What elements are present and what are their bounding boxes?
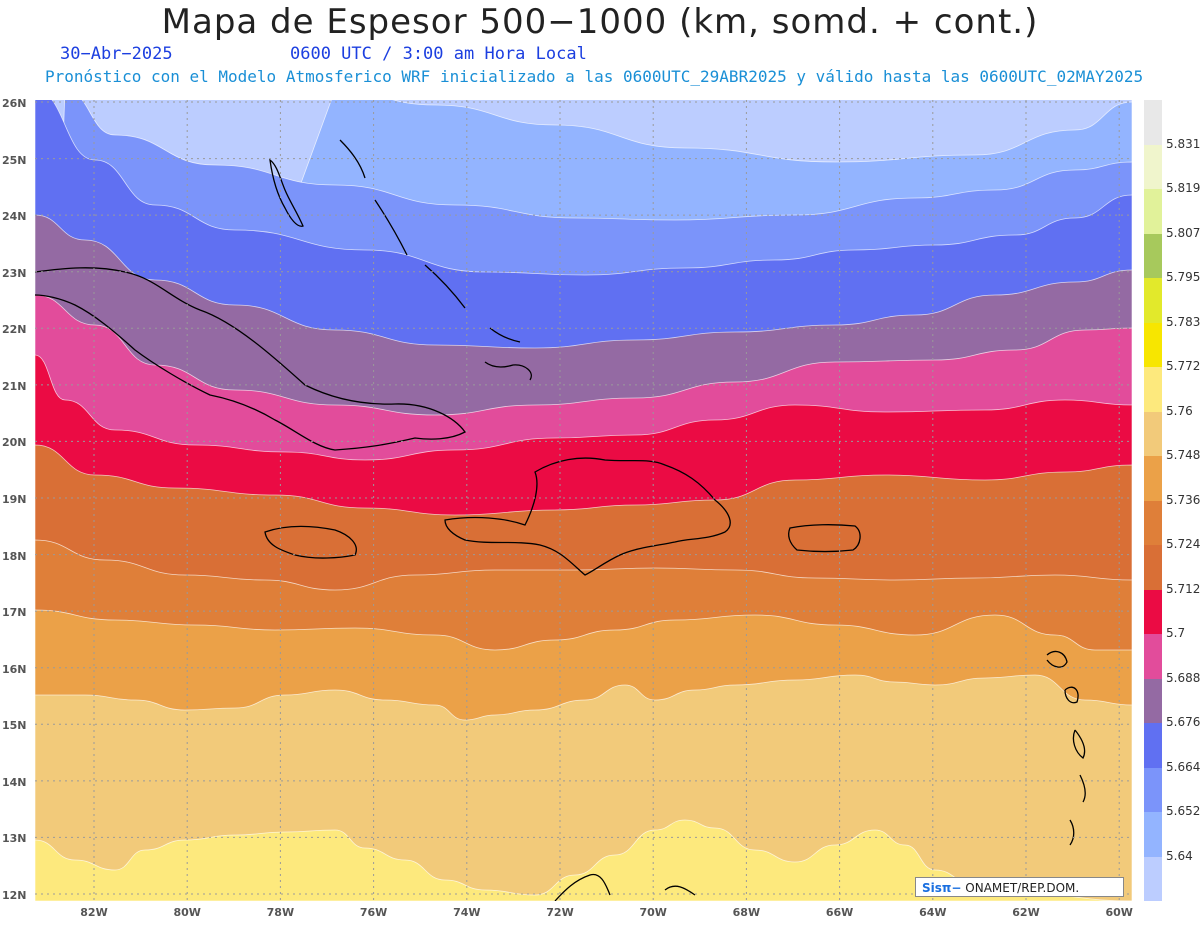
colorbar-label: 5.736 <box>1166 492 1200 507</box>
lat-label: 26N <box>2 97 27 110</box>
lat-label: 21N <box>2 379 27 393</box>
lon-label: 78W <box>266 906 295 919</box>
colorbar-label: 5.831 <box>1166 136 1200 151</box>
lat-label: 23N <box>2 266 27 280</box>
colorbar-swatch <box>1144 589 1162 634</box>
colorbar-swatch <box>1144 189 1162 234</box>
lon-label: 70W <box>639 906 667 919</box>
credit-text: ONAMET/REP.DOM. <box>965 881 1080 895</box>
colorbar-label: 5.688 <box>1166 670 1200 685</box>
colorbar-label: 5.64 <box>1166 848 1193 863</box>
lat-label: 22N <box>2 323 27 337</box>
colorbar-swatch <box>1144 856 1162 901</box>
lon-label: 62W <box>1012 906 1040 919</box>
colorbar-label: 5.795 <box>1166 270 1200 284</box>
puerto-rico-coastline <box>788 524 861 553</box>
colorbar-label: 5.712 <box>1166 581 1200 596</box>
lat-label: 19N <box>2 493 27 506</box>
colorbar-swatch <box>1144 411 1162 456</box>
forecast-time: 0600 UTC / 3:00 am Hora Local <box>290 44 587 64</box>
colorbar-label: 5.76 <box>1166 403 1193 418</box>
lon-label: 60W <box>1105 906 1133 919</box>
colorbar-swatch <box>1144 812 1162 857</box>
credit-box: Sisπ− ONAMET/REP.DOM. <box>915 877 1124 897</box>
thickness-contour-bands <box>35 100 1132 901</box>
colorbar-swatch <box>1144 322 1162 367</box>
turks-caicos-coastline <box>484 361 532 381</box>
lat-label: 17N <box>2 606 27 620</box>
map-canvas <box>35 100 1132 901</box>
colorbar-swatch <box>1144 767 1162 812</box>
lat-label: 24N <box>2 210 27 224</box>
south-america-coastline <box>554 873 696 901</box>
lat-label: 15N <box>2 719 27 733</box>
colorbar-label: 5.676 <box>1166 715 1200 729</box>
colorbar-swatch <box>1144 100 1162 145</box>
colorbar-label: 5.819 <box>1166 181 1200 195</box>
colorbar-swatch <box>1144 233 1162 278</box>
colorbar-swatch <box>1144 634 1162 679</box>
lon-label: 76W <box>359 906 388 919</box>
cuba-coastline <box>35 267 466 451</box>
lon-label: 72W <box>546 906 574 919</box>
colorbar <box>1144 100 1162 901</box>
coastlines <box>35 139 1086 901</box>
colorbar-label: 5.7 <box>1166 626 1186 640</box>
colorbar-label: 5.807 <box>1166 225 1200 240</box>
forecast-date: 30−Abr−2025 <box>60 44 173 64</box>
lat-label: 25N <box>2 153 27 167</box>
colorbar-swatch <box>1144 144 1162 189</box>
colorbar-swatch <box>1144 456 1162 501</box>
colorbar-swatch <box>1144 678 1162 723</box>
lat-label: 12N <box>2 889 27 902</box>
lon-label: 64W <box>919 906 947 919</box>
jamaica-coastline <box>264 525 357 559</box>
graticule <box>35 100 1132 901</box>
colorbar-label: 5.724 <box>1166 537 1200 551</box>
map-title: Mapa de Espesor 500−1000 (km, somd. + co… <box>161 2 1039 42</box>
thickness-map <box>35 100 1132 901</box>
colorbar-swatch <box>1144 545 1162 590</box>
lon-label: 74W <box>453 906 481 919</box>
lat-label: 14N <box>2 775 27 789</box>
lat-label: 16N <box>2 662 27 676</box>
lon-label: 80W <box>173 906 201 919</box>
lon-label: 68W <box>732 906 761 919</box>
andros-island-coastline <box>269 158 304 227</box>
forecast-subtitle: Pronóstico con el Modelo Atmosferico WRF… <box>45 67 1144 86</box>
colorbar-label: 5.748 <box>1166 448 1200 462</box>
colorbar-swatch <box>1144 367 1162 412</box>
lat-label: 13N <box>2 832 27 846</box>
credit-logo: Sisπ− <box>922 881 962 895</box>
lat-label: 20N <box>2 436 27 450</box>
colorbar-swatch <box>1144 500 1162 545</box>
lesser-antilles-coastline <box>1046 650 1086 846</box>
lat-label: 18N <box>2 549 27 563</box>
thickness-band-5.772 <box>35 819 1132 901</box>
lon-label: 66W <box>825 906 854 919</box>
colorbar-label: 5.652 <box>1166 804 1200 818</box>
colorbar-label: 5.783 <box>1166 314 1200 329</box>
colorbar-swatch <box>1144 723 1162 768</box>
colorbar-label: 5.664 <box>1166 759 1200 774</box>
hispaniola-coastline <box>444 457 731 576</box>
bahamas-islands-coastline <box>339 139 521 343</box>
colorbar-swatch <box>1144 278 1162 323</box>
lon-label: 82W <box>80 906 108 919</box>
colorbar-label: 5.772 <box>1166 359 1200 373</box>
